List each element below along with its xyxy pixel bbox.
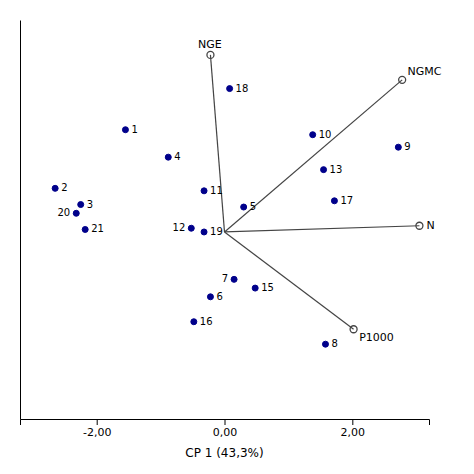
- point-label: 6: [216, 291, 222, 302]
- y-axis: [20, 21, 21, 420]
- point-label: 13: [330, 164, 343, 175]
- x-tick-mark: [352, 419, 353, 425]
- point-label: 12: [173, 222, 186, 233]
- arrow-label: N: [426, 219, 434, 232]
- point-label: 3: [87, 199, 93, 210]
- x-axis-line: [21, 420, 430, 426]
- arrow-label: NGE: [198, 38, 222, 51]
- arrow-line: [210, 55, 224, 232]
- arrow-label: NGMC: [407, 65, 441, 78]
- arrow-line: [225, 232, 354, 329]
- labels: 1234567891011121315161718192021NGENGMCNP…: [58, 38, 442, 349]
- point: [321, 167, 327, 173]
- point: [201, 188, 207, 194]
- point-label: 5: [250, 201, 256, 212]
- point: [395, 144, 401, 150]
- x-tick-label: 0,00: [213, 426, 238, 439]
- point-label: 10: [319, 129, 332, 140]
- point: [241, 204, 247, 210]
- point: [310, 132, 316, 138]
- x-tick: 2,00: [341, 419, 366, 439]
- point: [188, 225, 194, 231]
- chart: -2,000,002,00CP 1 (43,3%)123456789101112…: [0, 0, 474, 474]
- x-tick-label: 2,00: [341, 426, 366, 439]
- point: [322, 341, 328, 347]
- x-tick-mark: [225, 419, 226, 425]
- point-label: 15: [261, 282, 274, 293]
- point-label: 9: [404, 141, 410, 152]
- point: [207, 294, 213, 300]
- point-label: 1: [131, 124, 137, 135]
- point: [227, 86, 233, 92]
- point: [78, 202, 84, 208]
- point-label: 19: [210, 226, 223, 237]
- arrow-tip: [350, 326, 357, 333]
- point: [165, 154, 171, 160]
- point-label: 17: [340, 195, 353, 206]
- point: [331, 198, 337, 204]
- point: [231, 276, 237, 282]
- arrow-label: P1000: [359, 331, 394, 344]
- point: [201, 229, 207, 235]
- plot-area: [52, 51, 423, 347]
- point: [82, 226, 88, 232]
- point: [122, 127, 128, 133]
- point-label: 21: [91, 223, 104, 234]
- arrow-line: [225, 80, 403, 232]
- point-label: 20: [58, 207, 71, 218]
- arrow-tip: [399, 76, 406, 83]
- point: [191, 319, 197, 325]
- x-tick: -2,00: [83, 419, 111, 439]
- point-label: 8: [331, 338, 337, 349]
- arrow-line: [225, 226, 420, 232]
- point-label: 7: [222, 273, 228, 284]
- arrow-tip: [416, 222, 423, 229]
- point: [252, 285, 258, 291]
- point-label: 16: [200, 316, 213, 327]
- x-tick: 0,00: [213, 419, 238, 439]
- x-axis-title: CP 1 (43,3%): [185, 446, 263, 460]
- point-label: 18: [236, 83, 249, 94]
- point-label: 2: [61, 182, 67, 193]
- x-axis: -2,00 0,00 2,00: [21, 419, 430, 439]
- x-tick-label: -2,00: [83, 426, 111, 439]
- point-label: 4: [174, 151, 180, 162]
- x-tick-mark: [97, 419, 98, 425]
- y-axis-line: [20, 21, 21, 420]
- point: [73, 210, 79, 216]
- point-label: 11: [210, 185, 223, 196]
- arrow-tip: [207, 51, 214, 58]
- point: [52, 185, 58, 191]
